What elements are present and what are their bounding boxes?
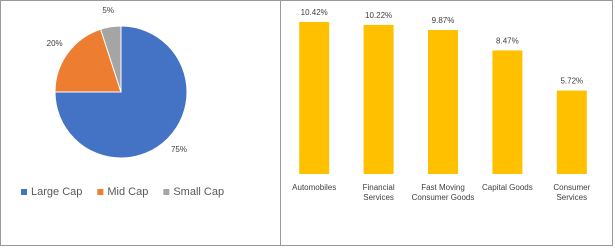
- x-tick-label: Fast Moving Consumer Goods: [411, 183, 475, 202]
- bar-panel: [280, 0, 613, 246]
- slice-label: 20%: [47, 39, 63, 48]
- legend-marker: [97, 189, 104, 195]
- value-label: 9.87%: [432, 16, 455, 25]
- category-label: Automobiles: [292, 183, 337, 192]
- bar: [556, 90, 587, 174]
- pie-slice: [99, 25, 122, 93]
- value-label: 10.42%: [301, 8, 328, 17]
- bar-chart: 10.42% Automobiles 10.22% Financial Service…: [292, 8, 591, 202]
- category-label: Capital Goods: [482, 183, 533, 192]
- value-label: 10.22%: [365, 11, 392, 20]
- category-label: Fast Moving Consumer Goods: [411, 183, 475, 202]
- value-label: 8.47%: [496, 37, 519, 46]
- x-tick-label: Consumer Services: [553, 183, 591, 202]
- category-label: Consumer Services: [553, 183, 591, 202]
- legend-label: Mid Cap: [107, 186, 148, 198]
- bar: [363, 24, 394, 175]
- bar: [492, 50, 523, 174]
- x-tick-label: Capital Goods: [482, 183, 533, 192]
- value-label: 5.72%: [560, 77, 583, 86]
- pie-slice: [54, 28, 122, 93]
- slice-label: 5%: [102, 6, 114, 15]
- bar: [299, 22, 330, 174]
- x-tick-label: Financial Services: [362, 183, 395, 202]
- bar: [428, 30, 458, 174]
- legend-marker: [21, 189, 27, 195]
- pie-slice: [54, 25, 188, 159]
- slice-label: 75%: [171, 145, 187, 154]
- legend-label: Small Cap: [173, 186, 224, 198]
- pie-chart: 75% 20% 5% Large Cap Mid Cap Small Cap: [21, 6, 224, 198]
- category-label: Financial Services: [362, 183, 395, 202]
- x-tick-label: Automobiles: [292, 183, 337, 192]
- legend-marker: [163, 189, 170, 195]
- legend-label: Large Cap: [31, 186, 82, 198]
